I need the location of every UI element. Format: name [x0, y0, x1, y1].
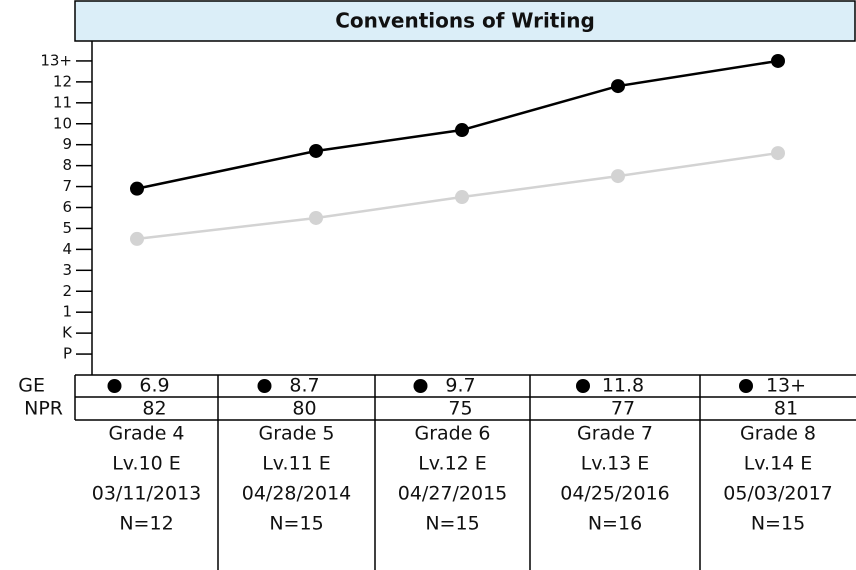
date: 03/11/2013 [92, 483, 202, 505]
y-tick-label: 6 [62, 198, 72, 216]
point [771, 53, 785, 68]
y-tick-label: 2 [62, 282, 72, 300]
ge-value: 8.7 [289, 375, 319, 397]
grade: Grade 8 [740, 423, 816, 445]
chart-title: Conventions of Writing [335, 9, 595, 33]
legend-dot [576, 379, 590, 393]
date: 04/25/2016 [560, 483, 670, 505]
ge-value: 9.7 [445, 375, 475, 397]
grade: Grade 5 [258, 423, 334, 445]
npr-value: 77 [611, 398, 635, 420]
date: 04/28/2014 [242, 483, 352, 505]
y-tick-label: 4 [62, 240, 72, 258]
count: N=12 [119, 513, 173, 535]
point [611, 79, 625, 94]
grade: Grade 4 [108, 423, 184, 445]
ge-value: 6.9 [139, 375, 169, 397]
npr-value: 81 [774, 398, 798, 420]
y-tick-label: 7 [62, 177, 72, 195]
npr-value: 80 [292, 398, 316, 420]
y-tick-label: 13+ [40, 51, 72, 69]
legend-dot [107, 379, 122, 393]
point [309, 143, 323, 158]
count: N=15 [425, 513, 479, 535]
level: Lv.10 E [112, 453, 181, 475]
point [455, 123, 469, 138]
y-tick-label: 5 [62, 219, 72, 237]
level: Lv.11 E [262, 453, 331, 475]
point [611, 169, 625, 184]
row-label: GE [18, 375, 45, 397]
legend-dot [413, 379, 428, 393]
legend-dot [739, 379, 753, 393]
level: Lv.13 E [581, 453, 650, 475]
point [771, 146, 785, 161]
y-tick-label: 10 [53, 114, 72, 132]
point [309, 210, 323, 225]
point [455, 190, 469, 205]
count: N=16 [588, 513, 642, 535]
legend-dot [257, 379, 272, 393]
point [130, 181, 144, 196]
count: N=15 [751, 513, 805, 535]
date: 05/03/2017 [723, 483, 833, 505]
ge-value: 11.8 [602, 375, 644, 397]
title-bar [74, 0, 856, 42]
y-tick-label: K [62, 324, 73, 342]
level: Lv.12 E [418, 453, 487, 475]
y-tick-label: 9 [62, 135, 72, 153]
row-label: NPR [24, 398, 63, 420]
ge-value: 13+ [766, 375, 806, 397]
y-tick-label: 12 [53, 72, 72, 90]
npr-value: 75 [448, 398, 472, 420]
npr-value: 82 [142, 398, 166, 420]
y-tick-label: 8 [62, 156, 72, 174]
level: Lv.14 E [744, 453, 813, 475]
point [130, 231, 144, 246]
date: 04/27/2015 [398, 483, 508, 505]
y-tick-label: 11 [53, 93, 72, 111]
grade: Grade 6 [414, 423, 490, 445]
grade: Grade 7 [577, 423, 653, 445]
y-tick-label: 1 [62, 303, 72, 321]
y-tick-label: 3 [62, 261, 72, 279]
y-tick-label: P [63, 345, 72, 363]
count: N=15 [269, 513, 323, 535]
